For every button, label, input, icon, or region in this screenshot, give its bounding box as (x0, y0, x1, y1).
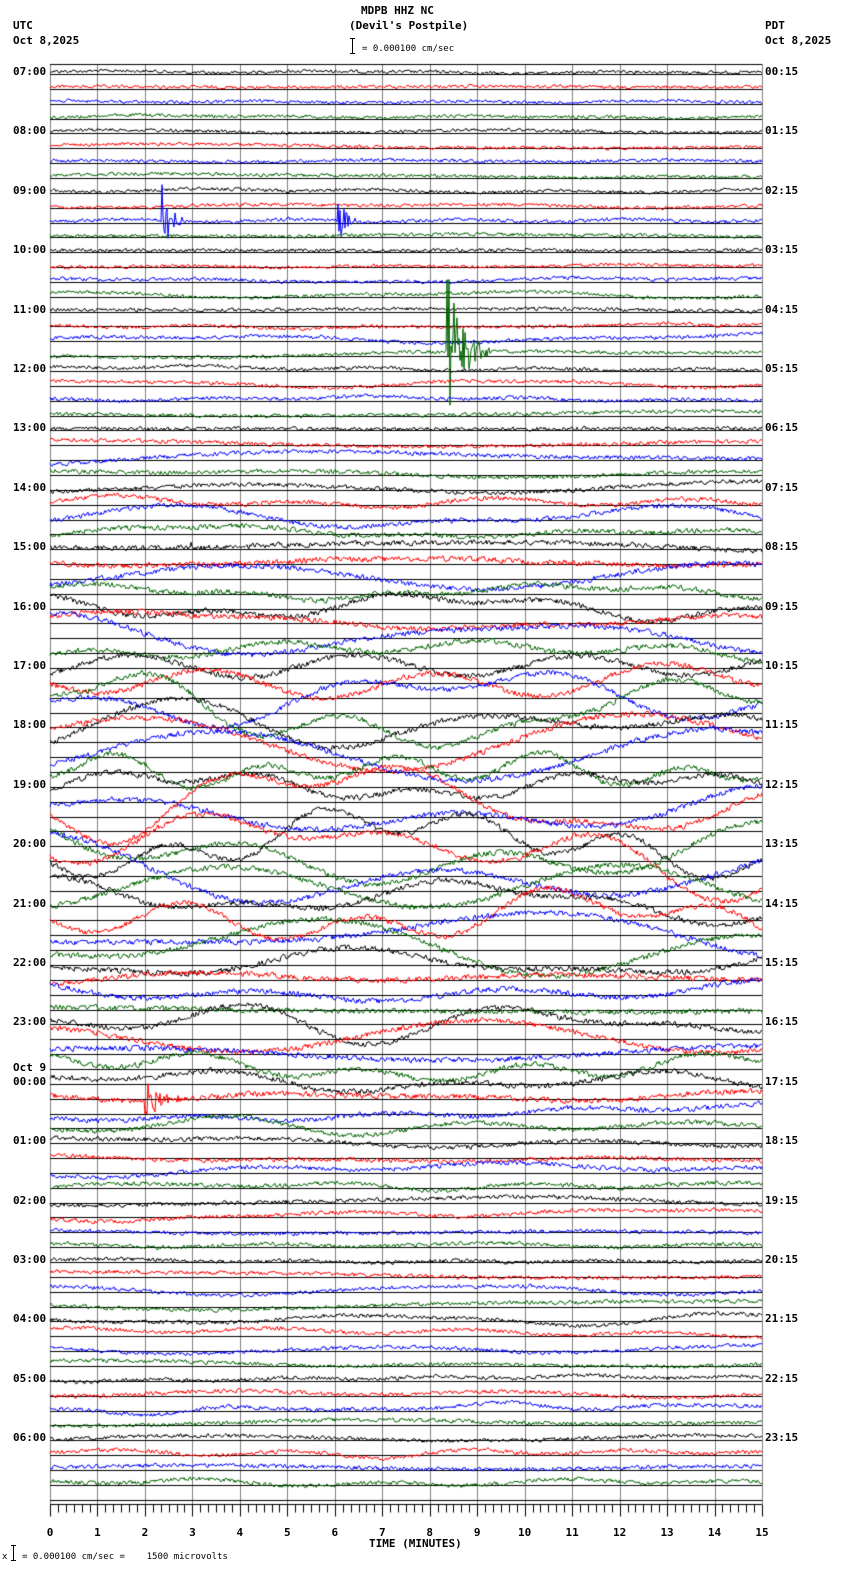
right-timezone: PDT (765, 19, 785, 32)
utc-hour-label: 10:00 (13, 243, 47, 257)
station-location: (Devil's Postpile) (349, 19, 469, 32)
utc-hour-label: 04:00 (13, 1312, 47, 1326)
left-timezone: UTC (13, 19, 33, 32)
pdt-hour-label: 19:15 (765, 1193, 799, 1207)
utc-hour-label: 08:00 (13, 124, 47, 138)
x-tick-label: 1 (94, 1526, 101, 1539)
utc-hour-label: 03:00 (13, 1253, 47, 1266)
pdt-hour-label: 16:15 (765, 1015, 799, 1029)
pdt-hour-label: 18:15 (765, 1134, 799, 1148)
right-date: Oct 8,2025 (765, 34, 832, 47)
x-tick-label: 2 (141, 1526, 149, 1539)
pdt-hour-label: 22:15 (765, 1371, 799, 1385)
pdt-hour-label: 05:15 (765, 362, 799, 375)
utc-hour-label: 17:00 (13, 659, 47, 672)
pdt-hour-label: 08:15 (765, 540, 799, 554)
x-tick-label: 8 (426, 1526, 434, 1539)
scale-bar-icon (350, 38, 355, 54)
date-change-label: Oct 9 (13, 1060, 47, 1074)
footer-scale-bar-icon (11, 1545, 16, 1561)
utc-hour-label: 05:00 (13, 1371, 47, 1385)
scale-label: = 0.000100 cm/sec (362, 44, 455, 54)
pdt-hour-label: 11:15 (765, 718, 799, 732)
utc-hour-label: 20:00 (13, 837, 47, 851)
pdt-hour-label: 20:15 (765, 1253, 799, 1266)
utc-hour-label: 12:00 (13, 362, 47, 375)
x-tick-label: 4 (236, 1526, 244, 1539)
x-tick-label: 11 (565, 1526, 579, 1539)
utc-hour-label: 18:00 (13, 718, 47, 732)
utc-hour-label: 11:00 (13, 302, 47, 316)
pdt-hour-label: 06:15 (765, 421, 799, 435)
left-date: Oct 8,2025 (13, 34, 80, 47)
pdt-hour-label: 12:15 (765, 777, 799, 791)
pdt-hour-label: 14:15 (765, 896, 799, 910)
pdt-hour-label: 02:15 (765, 183, 799, 197)
x-tick-label: 13 (660, 1526, 674, 1539)
x-tick-label: 6 (331, 1526, 339, 1539)
footer-scale-prefix: x (2, 1552, 8, 1562)
utc-hour-label: 07:00 (13, 65, 47, 78)
utc-hour-label: 15:00 (13, 540, 47, 554)
x-tick-label: 3 (189, 1526, 196, 1539)
utc-hour-label: 23:00 (13, 1015, 47, 1029)
x-tick-label: 15 (755, 1526, 769, 1539)
pdt-hour-label: 23:15 (765, 1431, 799, 1445)
pdt-hour-label: 10:15 (765, 659, 799, 672)
pdt-hour-label: 09:15 (765, 599, 799, 613)
utc-hour-label: 22:00 (13, 956, 47, 969)
utc-hour-label: 01:00 (13, 1134, 47, 1148)
pdt-hour-label: 13:15 (765, 837, 799, 851)
x-tick-label: 12 (612, 1526, 627, 1539)
x-tick-label: 14 (707, 1526, 722, 1539)
pdt-hour-label: 21:15 (765, 1312, 799, 1326)
pdt-hour-label: 03:15 (765, 243, 799, 257)
pdt-hour-label: 00:15 (765, 65, 799, 78)
footer-scale-label: = 0.000100 cm/sec = 1500 microvolts (22, 1552, 228, 1562)
x-tick-label: 10 (518, 1526, 532, 1539)
utc-hour-label: 19:00 (13, 777, 47, 791)
x-tick-label: 0 (46, 1526, 54, 1539)
utc-hour-label: 21:00 (13, 896, 47, 910)
utc-hour-label: 14:00 (13, 480, 47, 494)
pdt-hour-label: 07:15 (765, 480, 799, 494)
utc-hour-label: 13:00 (13, 421, 47, 435)
pdt-hour-label: 04:15 (765, 302, 799, 316)
pdt-hour-label: 01:15 (765, 124, 799, 138)
station-title: MDPB HHZ NC (361, 4, 434, 17)
x-tick-label: 7 (378, 1526, 386, 1539)
x-tick-label: 9 (473, 1526, 481, 1539)
pdt-hour-label: 17:15 (765, 1074, 799, 1088)
pdt-hour-label: 15:15 (765, 956, 799, 969)
x-axis-label: TIME (MINUTES) (369, 1537, 462, 1550)
utc-hour-label: 00:00 (13, 1074, 47, 1088)
utc-hour-label: 02:00 (13, 1193, 47, 1207)
x-tick-label: 5 (284, 1526, 291, 1539)
utc-hour-label: 09:00 (13, 183, 47, 197)
utc-hour-label: 06:00 (13, 1431, 47, 1445)
utc-hour-label: 16:00 (13, 599, 47, 613)
